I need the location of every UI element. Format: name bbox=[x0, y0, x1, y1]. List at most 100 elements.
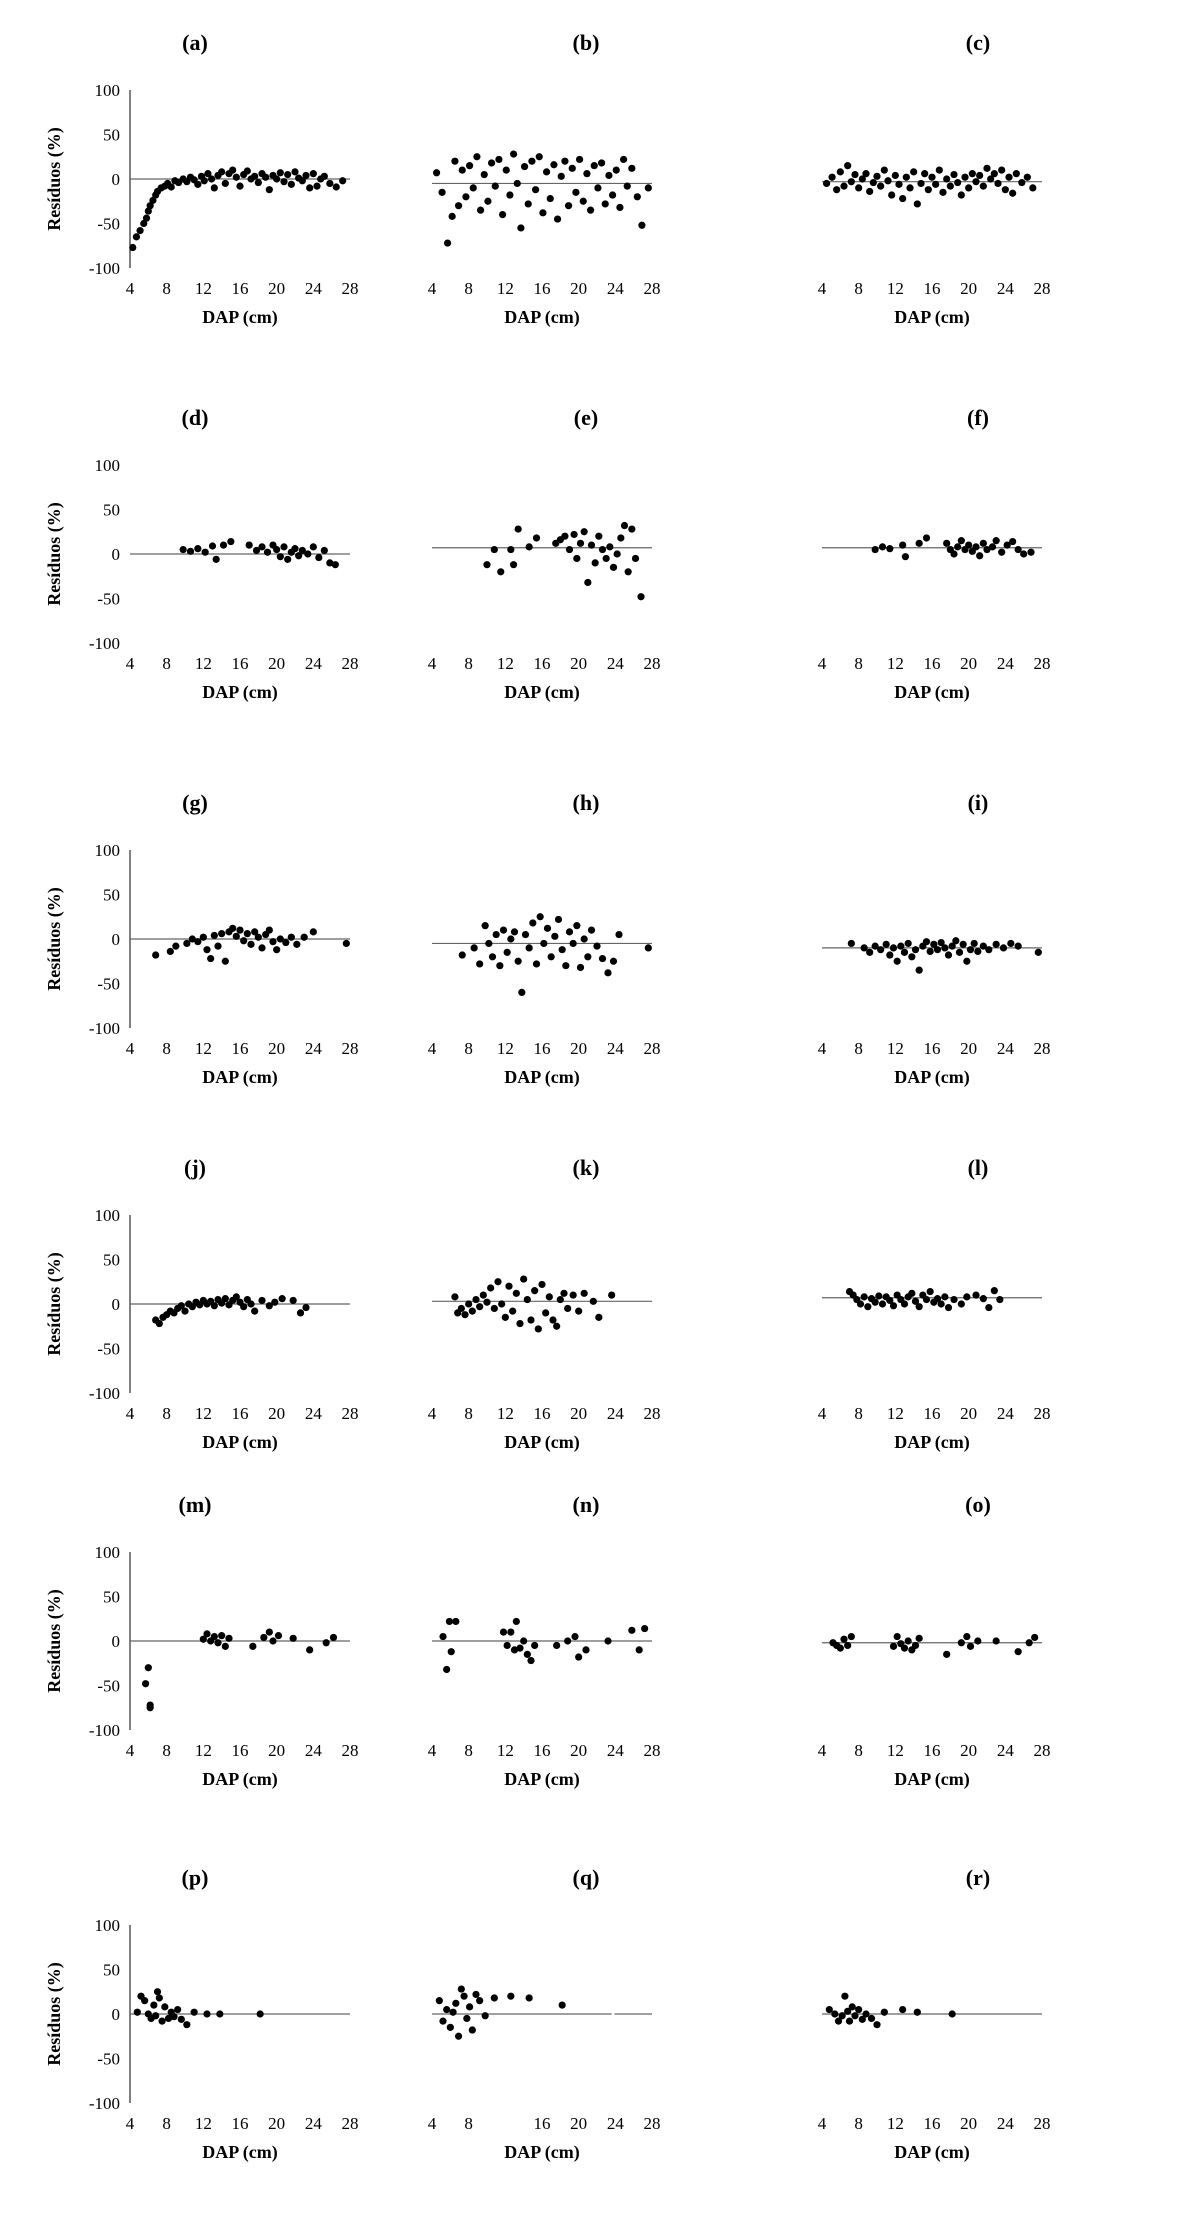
data-point bbox=[194, 938, 202, 946]
data-point bbox=[518, 988, 526, 997]
y-tick-label: 50 bbox=[103, 1961, 120, 1980]
panel-o: (o) 4 8 12 16 20 24 28 DAP (cm) bbox=[818, 1492, 1051, 1790]
data-point bbox=[280, 543, 288, 551]
y-axis-label: Resíduos (%) bbox=[44, 127, 65, 231]
panel-h: (h) 4 8 12 16 20 24 28 DAP (cm) bbox=[428, 790, 661, 1088]
y-tick-label: 100 bbox=[95, 1206, 121, 1225]
data-point bbox=[480, 170, 488, 179]
data-point bbox=[219, 541, 228, 549]
y-axis-label: Resíduos (%) bbox=[44, 1589, 65, 1693]
data-point bbox=[326, 179, 334, 188]
data-point bbox=[265, 1628, 273, 1636]
data-point bbox=[845, 2017, 854, 2025]
data-point bbox=[454, 202, 463, 210]
data-point bbox=[862, 2010, 870, 2018]
x-tick-label: 16 bbox=[232, 1741, 249, 1760]
data-point bbox=[172, 942, 180, 950]
data-point bbox=[937, 1300, 945, 1308]
data-point bbox=[133, 2008, 141, 2016]
data-point bbox=[289, 1296, 297, 1305]
data-point bbox=[432, 169, 441, 177]
data-point bbox=[906, 184, 914, 192]
x-tick-label: 8 bbox=[854, 654, 863, 673]
data-point bbox=[882, 940, 890, 948]
data-point bbox=[179, 545, 187, 554]
x-tick-label: 4 bbox=[428, 279, 437, 298]
data-point bbox=[858, 2015, 866, 2023]
data-point bbox=[966, 1642, 975, 1650]
data-point bbox=[490, 1994, 498, 2002]
data-point bbox=[218, 930, 226, 938]
x-tick-label: 20 bbox=[570, 654, 587, 673]
data-point bbox=[496, 962, 504, 970]
data-point bbox=[575, 1307, 583, 1315]
data-point bbox=[886, 545, 894, 553]
x-tick-label: 12 bbox=[497, 654, 514, 673]
x-tick-label: 28 bbox=[1034, 1039, 1051, 1058]
data-point bbox=[129, 243, 137, 252]
x-tick-label: 8 bbox=[464, 279, 473, 298]
data-point bbox=[291, 168, 299, 176]
data-point bbox=[221, 1295, 229, 1303]
data-point bbox=[214, 1639, 222, 1647]
data-point bbox=[278, 1295, 286, 1303]
data-point bbox=[132, 233, 141, 241]
data-point bbox=[525, 944, 533, 952]
panel-f: (f) 4 8 12 16 20 24 28 DAP (cm) bbox=[818, 405, 1051, 703]
x-tick-label: 24 bbox=[607, 1741, 625, 1760]
y-tick-label: 0 bbox=[112, 545, 121, 564]
data-point bbox=[979, 539, 987, 547]
x-tick-label: 4 bbox=[126, 1404, 135, 1423]
data-point bbox=[534, 1325, 542, 1333]
data-point bbox=[446, 2023, 454, 2031]
data-point bbox=[904, 939, 912, 948]
data-point bbox=[287, 180, 295, 188]
data-point bbox=[867, 2014, 876, 2023]
data-point bbox=[576, 963, 585, 972]
panel-m: (m) 100 50 0 -50 -100 4 8 12 16 20 24 28 DAP (cm) Resí… bbox=[44, 1492, 359, 1790]
data-point bbox=[546, 194, 554, 203]
panel-label: (n) bbox=[573, 1492, 600, 1517]
data-point bbox=[998, 166, 1006, 174]
data-point bbox=[587, 926, 596, 934]
x-tick-label: 24 bbox=[607, 654, 625, 673]
data-point bbox=[564, 202, 573, 210]
data-point bbox=[560, 1289, 568, 1297]
data-point bbox=[251, 1307, 259, 1315]
panel-label: (d) bbox=[182, 405, 209, 430]
data-point bbox=[260, 1633, 268, 1642]
data-point bbox=[282, 938, 290, 947]
data-point bbox=[889, 1302, 898, 1310]
data-point bbox=[208, 542, 217, 550]
data-point bbox=[271, 1298, 279, 1306]
data-point bbox=[216, 2010, 224, 2018]
y-tick-label: 0 bbox=[112, 1632, 121, 1651]
x-tick-label: 4 bbox=[126, 1039, 135, 1058]
panel-label: (g) bbox=[182, 790, 208, 815]
data-point bbox=[254, 178, 262, 187]
x-axis-label: DAP (cm) bbox=[504, 1067, 579, 1088]
data-point bbox=[619, 155, 628, 164]
x-tick-label: 28 bbox=[644, 1039, 661, 1058]
x-tick-label: 16 bbox=[534, 654, 551, 673]
x-tick-label: 12 bbox=[887, 1404, 904, 1423]
x-tick-label: 20 bbox=[960, 2114, 977, 2133]
x-tick-label: 28 bbox=[342, 1039, 359, 1058]
x-axis-label: DAP (cm) bbox=[894, 307, 969, 328]
data-point bbox=[210, 1632, 218, 1641]
x-tick-label: 16 bbox=[232, 2114, 249, 2133]
data-point bbox=[946, 182, 954, 190]
data-point bbox=[204, 170, 212, 178]
data-point bbox=[941, 1293, 949, 1301]
data-point bbox=[296, 1309, 305, 1317]
data-point bbox=[190, 2008, 198, 2016]
data-point bbox=[304, 550, 312, 558]
data-point bbox=[166, 947, 174, 956]
data-point bbox=[543, 924, 552, 932]
data-point bbox=[922, 534, 931, 542]
data-point bbox=[913, 2008, 921, 2016]
data-point bbox=[443, 239, 452, 247]
data-point bbox=[583, 170, 591, 178]
data-point bbox=[957, 1639, 965, 1647]
data-point bbox=[877, 182, 885, 190]
